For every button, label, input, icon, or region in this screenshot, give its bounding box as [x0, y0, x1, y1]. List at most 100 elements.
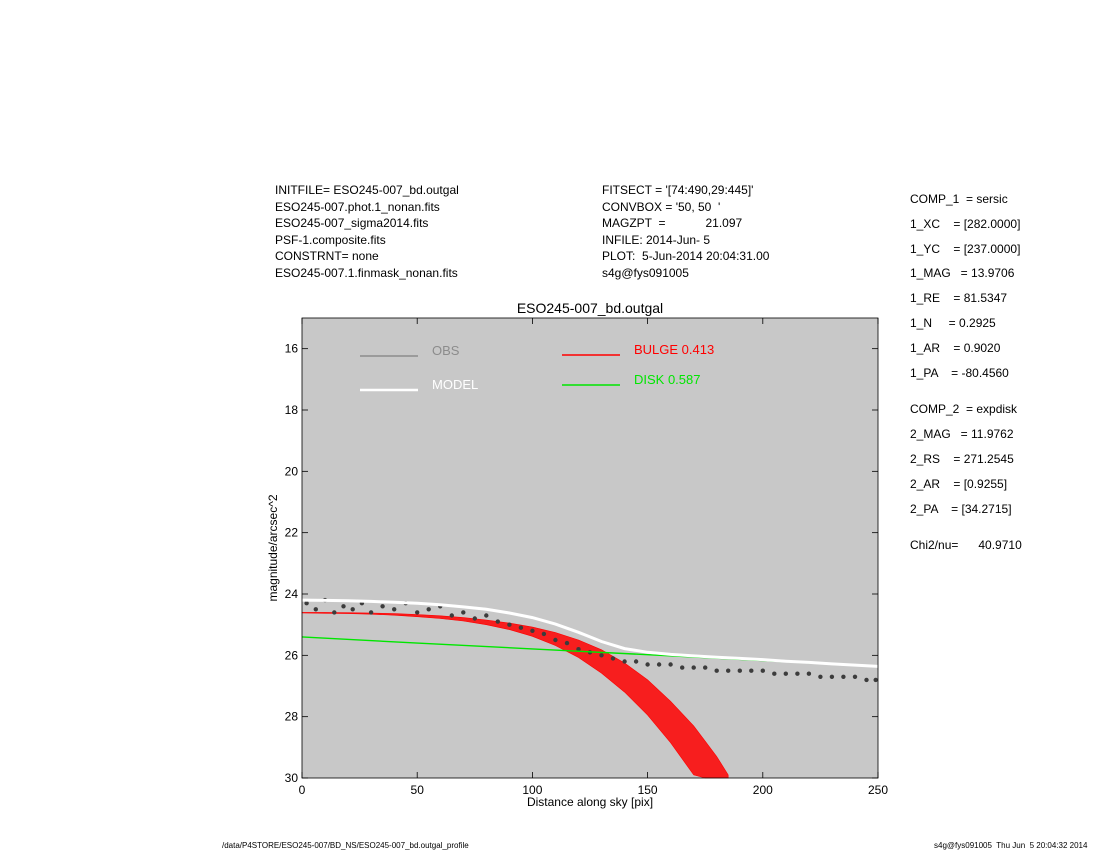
param-line: 1_PA = -80.4560	[910, 365, 1009, 380]
obs-point	[541, 631, 547, 637]
legend-label: DISK 0.587	[634, 372, 701, 387]
obs-point	[645, 662, 650, 667]
obs-point	[873, 677, 878, 683]
obs-point	[829, 674, 835, 679]
param-line: 1_RE = 81.5347	[910, 291, 1008, 306]
param-line: 1_AR = 0.9020	[910, 340, 1001, 355]
header-line: ESO245-007_sigma2014.fits	[275, 216, 429, 230]
obs-point	[350, 607, 355, 612]
x-tick-label: 150	[638, 783, 658, 797]
header-left-block: INITFILE= ESO245-007_bd.outgal ESO245-00…	[275, 183, 459, 282]
obs-point	[610, 656, 616, 661]
legend-label: OBS	[432, 343, 460, 358]
legend-label: BULGE 0.413	[634, 342, 714, 357]
model-line	[301, 598, 879, 668]
y-tick-label: 26	[285, 648, 299, 662]
chart-title: ESO245-007_bd.outgal	[517, 300, 663, 316]
obs-point	[633, 659, 639, 664]
obs-point	[313, 607, 318, 612]
y-tick-label: 24	[285, 587, 299, 601]
header-line: MAGZPT = 21.097	[602, 216, 743, 230]
y-tick-label: 18	[285, 403, 299, 417]
x-tick-label: 250	[868, 783, 888, 797]
header-line: ESO245-007.phot.1_nonan.fits	[275, 199, 440, 214]
obs-point	[726, 668, 731, 673]
obs-point	[341, 604, 346, 609]
chi2-value: Chi2/nu= 40.9710	[910, 538, 1022, 553]
obs-point	[749, 668, 754, 673]
obs-point	[714, 668, 719, 673]
obs-point	[392, 607, 397, 612]
y-tick-label: 28	[285, 710, 299, 724]
x-axis-label: Distance along sky [pix]	[527, 795, 653, 809]
obs-point	[576, 647, 581, 652]
x-tick-label: 50	[411, 783, 425, 797]
header-line: ESO245-007.1.finmask_nonan.fits	[275, 265, 458, 280]
param-line: 1_N = 0.2925	[910, 315, 996, 330]
obs-point	[599, 653, 604, 658]
obs-point	[415, 610, 420, 615]
obs-point	[564, 640, 570, 646]
footer-path: /data/P4STORE/ESO245-007/BD_NS/ESO245-00…	[222, 841, 469, 850]
header-middle-block: FITSECT = '[74:490,29:445]' CONVBOX = '5…	[602, 183, 769, 282]
y-axis-label: magnitude/arcsec^2	[266, 494, 280, 601]
obs-point	[426, 607, 431, 612]
obs-point	[737, 668, 742, 673]
y-tick-label: 16	[285, 342, 299, 356]
y-tick-label: 22	[285, 526, 299, 540]
header-line: PLOT: 5-Jun-2014 20:04:31.00	[602, 249, 770, 263]
obs-point	[507, 622, 512, 627]
obs-point	[472, 616, 477, 621]
obs-point	[461, 610, 466, 615]
header-line: FITSECT = '[74:490,29:445]'	[602, 183, 754, 197]
param-line: 2_MAG = 11.9762	[910, 427, 1014, 442]
obs-point	[530, 628, 535, 633]
fit-parameters-block: COMP_1 = sersic 1_XC = [282.0000] 1_YC =…	[910, 192, 1022, 563]
footer-timestamp: s4g@fys091005 Thu Jun 5 20:04:32 2014	[934, 841, 1088, 850]
x-tick-label: 100	[522, 783, 542, 797]
plot-area	[302, 318, 878, 778]
obs-point	[380, 604, 385, 609]
y-tick-label: 30	[285, 771, 299, 785]
header-line: CONSTRNT= none	[275, 249, 379, 263]
obs-point	[304, 601, 309, 606]
obs-point	[864, 677, 869, 683]
x-tick-label: 200	[753, 783, 773, 797]
header-line: PSF-1.composite.fits	[275, 232, 386, 247]
obs-point	[518, 625, 524, 630]
obs-point	[553, 637, 558, 643]
param-line: 2_PA = [34.2715]	[910, 501, 1012, 516]
obs-point	[841, 674, 846, 679]
y-tick-label: 20	[285, 464, 299, 478]
obs-point	[656, 662, 662, 667]
obs-point	[368, 610, 374, 615]
param-line: 1_XC = [282.0000]	[910, 216, 1021, 231]
header-line: INFILE: 2014-Jun- 5	[602, 232, 711, 247]
obs-point	[818, 674, 823, 679]
param-line: COMP_2 = expdisk	[910, 402, 1018, 417]
obs-point	[852, 674, 858, 679]
obs-point	[622, 659, 627, 664]
obs-point	[495, 619, 500, 624]
header-line: INITFILE= ESO245-007_bd.outgal	[275, 183, 459, 197]
obs-point	[795, 671, 800, 676]
header-line: s4g@fys091005	[602, 265, 689, 280]
header-line: CONVBOX = '50, 50 '	[602, 199, 721, 214]
x-tick-label: 0	[299, 783, 306, 797]
obs-point	[691, 665, 696, 670]
param-line: 2_RS = 271.2545	[910, 451, 1014, 466]
obs-point	[703, 665, 708, 670]
obs-point	[484, 613, 489, 618]
param-line: COMP_1 = sersic	[910, 192, 1008, 206]
obs-point	[449, 613, 454, 618]
legend-label: MODEL	[432, 377, 478, 392]
obs-point	[783, 671, 788, 676]
param-line: 2_AR = [0.9255]	[910, 476, 1008, 491]
param-line: 1_MAG = 13.9706	[910, 266, 1015, 281]
obs-point	[680, 665, 685, 670]
obs-point	[668, 662, 673, 667]
plot-frame	[301, 317, 879, 779]
obs-point	[806, 671, 812, 676]
obs-point	[760, 668, 765, 673]
